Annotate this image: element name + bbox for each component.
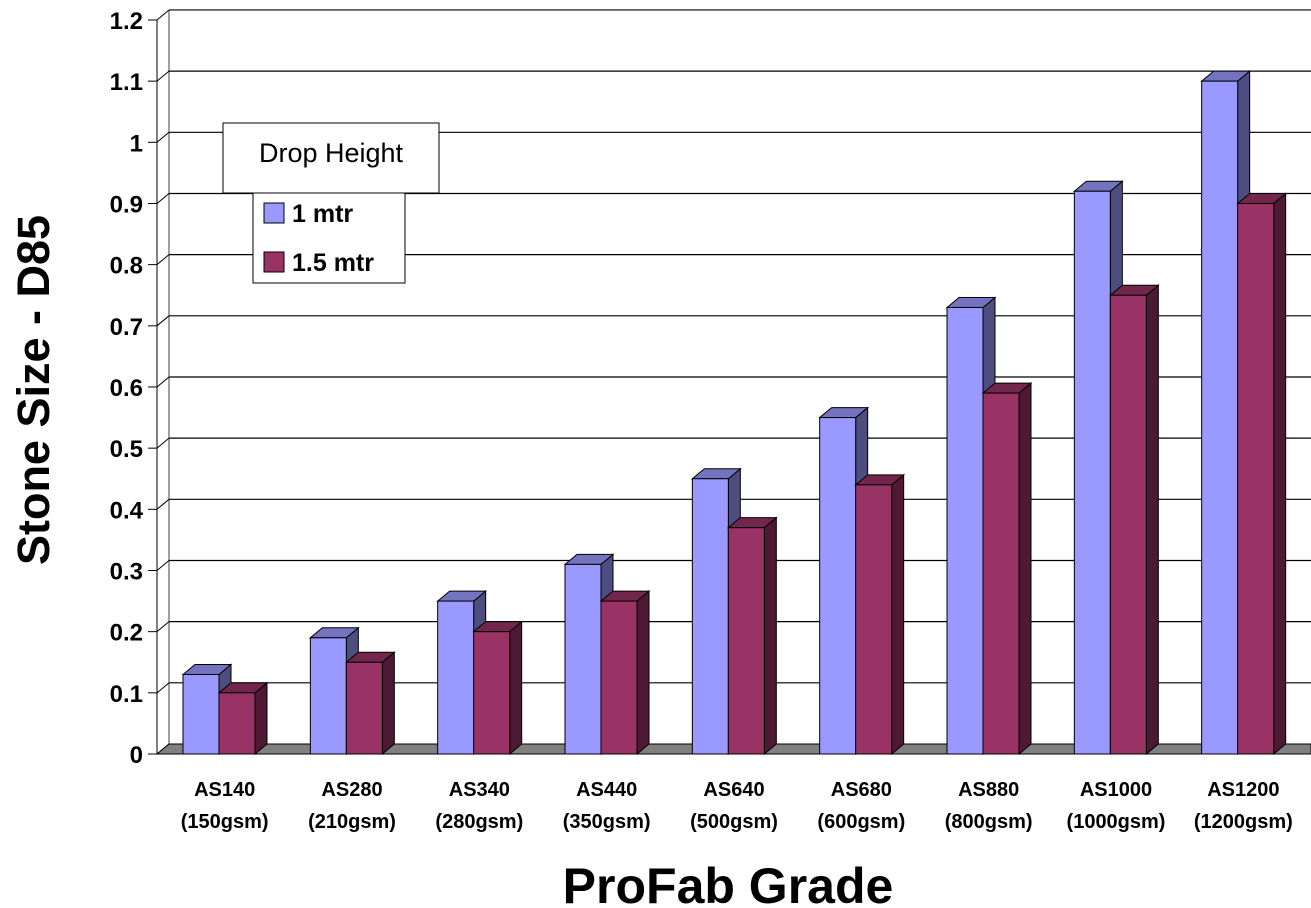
x-category-sublabel: (800gsm): [945, 811, 1033, 833]
y-tick-label: 0.2: [110, 620, 143, 647]
y-tick-label: 1: [130, 130, 143, 157]
bar-as340-1-5-mtr-side: [509, 620, 523, 756]
legend-label-1-5-mtr: 1.5 mtr: [292, 249, 374, 277]
bar-as440-1-5-mtr-side: [636, 590, 650, 756]
y-tick-label: 0.5: [110, 436, 143, 463]
bar-as140-1-5-mtr-side: [254, 681, 268, 756]
bar-as640-1-mtr: [691, 478, 729, 755]
bar-as1200-1-mtr: [1201, 80, 1239, 755]
bar-as340-1-5-mtr: [473, 631, 511, 755]
bar-as140-1-5-mtr: [218, 692, 256, 755]
bar-as280-1-mtr: [309, 637, 347, 755]
gridline-depth: [156, 254, 170, 266]
gridline-depth: [156, 376, 170, 388]
x-category-label: AS440: [576, 779, 637, 801]
x-category-label: AS140: [194, 779, 255, 801]
bar-as280-1-5-mtr: [345, 661, 383, 755]
bar-as680-1-5-mtr: [855, 484, 893, 755]
y-tick-label: 0.7: [110, 314, 143, 341]
bar-as680-1-5-mtr-side: [891, 473, 905, 756]
bar-as1200-1-5-mtr: [1237, 202, 1275, 755]
gridline-depth: [156, 70, 170, 82]
legend-swatch-1-mtr: [263, 202, 285, 224]
x-category-sublabel: (500gsm): [690, 811, 778, 833]
legend-label-1-mtr: 1 mtr: [292, 200, 353, 228]
bar-as880-1-5-mtr: [982, 392, 1020, 755]
x-category-label: AS880: [958, 779, 1019, 801]
bar-as1200-1-5-mtr-side: [1273, 192, 1287, 756]
x-category-sublabel: (600gsm): [817, 811, 905, 833]
gridline-depth: [156, 193, 170, 204]
bar-as1000-1-5-mtr-side: [1145, 284, 1159, 756]
x-category-sublabel: (350gsm): [563, 811, 651, 833]
bar-as880-1-5-mtr-side: [1018, 382, 1032, 756]
y-tick-label: 0.6: [110, 375, 143, 402]
bars: [181, 70, 1288, 756]
bar-as640-1-5-mtr-side: [763, 516, 777, 756]
legend-swatch-1-5-mtr: [263, 251, 285, 273]
legend-title-box: [222, 122, 440, 194]
bar-as340-1-mtr: [437, 600, 475, 755]
x-category-sublabel: (280gsm): [435, 811, 523, 833]
y-tick-label: 1.2: [110, 8, 143, 35]
x-category-label: AS280: [321, 779, 382, 801]
x-category-label: AS340: [449, 779, 510, 801]
bar-as440-1-mtr: [564, 563, 602, 755]
x-category-sublabel: (1200gsm): [1194, 811, 1293, 833]
bar-as1000-1-mtr: [1073, 190, 1111, 755]
bar-as680-1-mtr: [819, 417, 857, 755]
x-category-sublabel: (150gsm): [181, 811, 269, 833]
gridline-depth: [156, 682, 170, 694]
legend-title: Drop Height: [259, 138, 404, 168]
y-tick-label: 0.9: [110, 191, 143, 218]
bar-as140-1-mtr: [182, 673, 220, 755]
gridline-depth: [156, 560, 170, 571]
legend: Drop Height 1 mtr 1.5 mtr: [222, 122, 440, 284]
x-category-sublabel: (210gsm): [308, 811, 396, 833]
x-category-label: AS680: [831, 779, 892, 801]
x-axis-categories: AS140 (150gsm) AS280 (210gsm) AS340 (280gsm) A…: [181, 779, 1293, 833]
y-tick-label: 0: [130, 742, 143, 769]
gridline-depth: [156, 9, 170, 21]
y-tick-label: 0.8: [110, 253, 143, 280]
bar-as440-1-5-mtr: [600, 600, 638, 755]
bar-as880-1-mtr: [946, 306, 984, 755]
gridline-depth: [156, 621, 170, 633]
y-tick-label: 0.3: [110, 558, 143, 585]
x-category-sublabel: (1000gsm): [1067, 811, 1166, 833]
y-tick-label: 0.4: [110, 497, 144, 524]
bar-as280-1-5-mtr-side: [381, 651, 395, 756]
y-axis-title: Stone Size - D85: [8, 215, 59, 565]
x-axis-title: ProFab Grade: [563, 858, 894, 908]
gridline-depth: [156, 437, 170, 449]
y-axis-ticks: 0 0.1 0.2 0.3 0.4 0.5 0.6 0.7 0.8 0.9 1 1.1 1.2: [110, 8, 157, 769]
y-tick-label: 1.1: [110, 69, 143, 96]
bar-as1000-1-5-mtr: [1109, 294, 1147, 755]
gridline-depth: [156, 315, 170, 327]
y-tick-label: 0.1: [110, 681, 143, 708]
gridline-depth: [156, 498, 170, 510]
x-category-label: AS1000: [1080, 779, 1152, 801]
x-category-label: AS640: [703, 779, 764, 801]
x-category-label: AS1200: [1207, 779, 1279, 801]
bar-as640-1-5-mtr: [727, 527, 765, 755]
gridline-depth: [156, 131, 170, 143]
